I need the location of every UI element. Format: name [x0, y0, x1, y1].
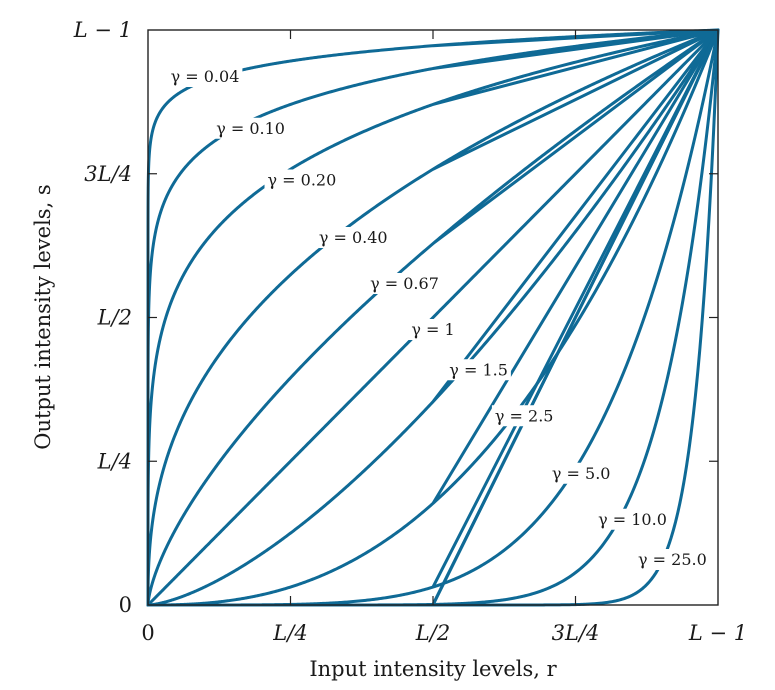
curve-labels-layer: γ = 0.04 γ = 0.10 γ = 0.20 γ = 0.40 γ = 0.67…: [167, 66, 710, 570]
curve-label-gamma-0-2: γ = 0.20: [268, 171, 337, 190]
curve-label-gamma-0-4: γ = 0.40: [319, 228, 388, 247]
curve-label-bg: [446, 359, 511, 381]
curve-label-bg: [548, 462, 614, 484]
y-tick-label: 0: [119, 593, 132, 617]
curve-label-bg: [315, 227, 391, 248]
curve-label-gamma-0-1: γ = 0.10: [216, 119, 285, 138]
curve-label-bg: [595, 508, 670, 530]
curve-label-gamma-25: γ = 25.0: [638, 550, 707, 569]
x-tick-label: 3L/4: [552, 621, 600, 645]
x-tick-label: L − 1: [688, 621, 747, 645]
y-tick-label: L − 1: [73, 18, 132, 42]
curve-gamma-1-5: [146, 28, 720, 607]
curve-label-gamma-10: γ = 10.0: [598, 510, 667, 529]
curve-label-bg: [408, 319, 458, 340]
curve-gamma-0-2: [146, 28, 720, 607]
x-tick-label: 0: [141, 621, 154, 645]
curve-gamma-0-04: [146, 28, 720, 607]
curve-label-bg: [264, 169, 340, 191]
curve-label-gamma-0-67: γ = 0.67: [370, 274, 439, 293]
curve-gamma-0-4: [146, 28, 720, 607]
curve-label-bg: [491, 405, 557, 427]
curve-label-gamma-2-5: γ = 2.5: [495, 406, 554, 425]
curve-label-gamma-0-04: γ = 0.04: [171, 67, 240, 86]
curve-label-bg: [213, 117, 288, 139]
y-tick-label: 3L/4: [84, 162, 132, 186]
curve-label-bg: [635, 549, 710, 570]
x-tick-label: L/2: [415, 621, 450, 645]
y-axis-label: Output intensity levels, s: [31, 184, 55, 449]
curve-gamma-0-1: [146, 28, 720, 607]
ticks-layer: [148, 30, 718, 605]
y-tick-label: L/2: [97, 306, 132, 330]
curve-label-bg: [367, 273, 442, 294]
tick-labels-layer: 0 L/4 L/2 3L/4 L − 1 0 L/4 L/2 3L/4 L − 1: [73, 18, 747, 645]
x-tick-label: L/4: [272, 621, 307, 645]
curve-label-gamma-1: γ = 1: [411, 320, 454, 339]
curve-label-bg: [167, 66, 243, 87]
y-tick-label: L/4: [97, 449, 132, 473]
curve-gamma-0-67: [146, 28, 720, 607]
curve-label-gamma-1-5: γ = 1.5: [449, 360, 508, 379]
curve-label-gamma-5: γ = 5.0: [552, 464, 611, 483]
x-axis-label: Input intensity levels, r: [309, 657, 557, 681]
